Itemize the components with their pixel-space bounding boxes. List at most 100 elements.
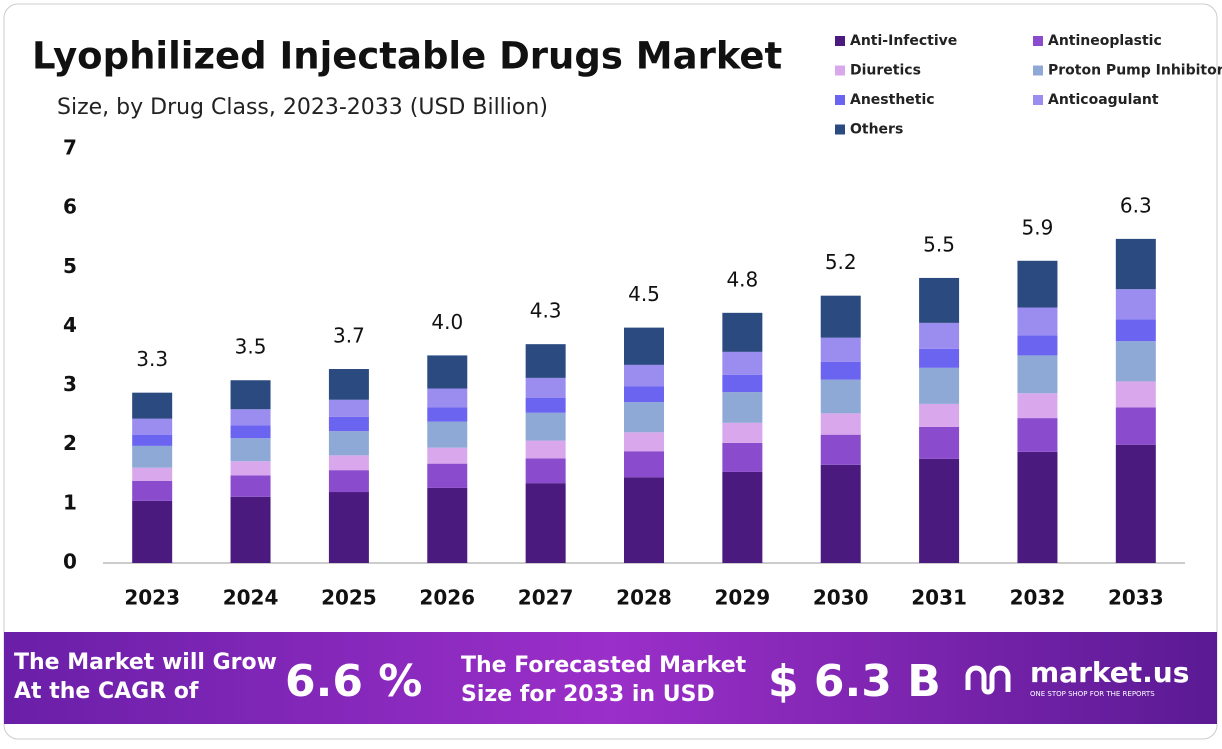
bar-segment bbox=[132, 418, 173, 435]
bar-segment bbox=[427, 487, 468, 563]
x-tick-label: 2025 bbox=[321, 586, 377, 610]
y-tick-label: 6 bbox=[63, 195, 77, 219]
bar-segment bbox=[624, 364, 664, 387]
chart-title: Lyophilized Injectable Drugs Market bbox=[32, 35, 782, 78]
bar-segment bbox=[722, 442, 763, 472]
tagline: ONE STOP SHOP FOR THE REPORTS bbox=[1030, 690, 1155, 698]
footer-text: At the CAGR of bbox=[14, 679, 199, 704]
bar-segment bbox=[132, 467, 173, 481]
bar-segment bbox=[328, 399, 369, 417]
x-tick-label: 2032 bbox=[1010, 586, 1066, 610]
bar-segment bbox=[427, 407, 468, 422]
bar-segment bbox=[525, 440, 566, 459]
legend-swatch bbox=[1033, 65, 1043, 76]
bar-segment bbox=[427, 447, 468, 464]
legend-swatch bbox=[835, 95, 845, 105]
bar-segment bbox=[525, 377, 566, 398]
bar-segment bbox=[820, 361, 861, 380]
total-label: 3.5 bbox=[235, 335, 267, 359]
legend-label: Anticoagulant bbox=[1048, 92, 1159, 108]
bar-segment bbox=[132, 434, 173, 446]
bar-segment bbox=[230, 380, 271, 410]
footer-text: The Market will Grow bbox=[14, 650, 277, 675]
bar-segment bbox=[624, 402, 664, 433]
footer-band bbox=[4, 632, 1217, 724]
bar-segment bbox=[1115, 407, 1156, 445]
bar-segment bbox=[525, 412, 566, 441]
y-tick-label: 2 bbox=[63, 431, 77, 455]
bar-segment bbox=[820, 464, 861, 563]
bar-segment bbox=[328, 416, 369, 432]
bar-segment bbox=[820, 295, 861, 338]
bar-segment bbox=[230, 475, 271, 497]
total-label: 6.3 bbox=[1120, 193, 1152, 217]
bar-segment bbox=[1017, 451, 1058, 563]
total-label: 4.0 bbox=[431, 310, 463, 334]
bar-segment bbox=[132, 445, 173, 468]
x-tick-label: 2031 bbox=[911, 586, 967, 610]
bar-segment bbox=[1017, 418, 1058, 452]
bar-segment bbox=[230, 425, 271, 439]
bar-segment bbox=[1115, 444, 1156, 563]
chart-subtitle: Size, by Drug Class, 2023-2033 (USD Bill… bbox=[57, 95, 548, 120]
legend-swatch bbox=[1033, 95, 1043, 105]
bar-segment bbox=[624, 432, 664, 452]
y-tick-label: 5 bbox=[63, 254, 77, 278]
bar-segment bbox=[820, 379, 861, 414]
bar-segment bbox=[427, 421, 468, 448]
y-tick-label: 4 bbox=[63, 313, 77, 337]
x-tick-label: 2023 bbox=[124, 586, 180, 610]
footer-value: 6.6 % bbox=[285, 656, 422, 707]
y-tick-label: 7 bbox=[63, 136, 77, 160]
bar-segment bbox=[328, 492, 369, 563]
bar-segment bbox=[1017, 393, 1058, 419]
bar-segment bbox=[230, 438, 271, 462]
bar-segment bbox=[624, 451, 664, 478]
bar-segment bbox=[624, 386, 664, 403]
bar-segment bbox=[427, 463, 468, 488]
legend-swatch bbox=[1033, 36, 1043, 46]
bar-segment bbox=[1115, 341, 1156, 382]
frame bbox=[3, 3, 1218, 740]
y-tick-label: 0 bbox=[63, 550, 77, 574]
total-label: 3.7 bbox=[333, 324, 365, 348]
bar-segment bbox=[624, 477, 664, 563]
bar-segment bbox=[1017, 355, 1058, 394]
x-tick-label: 2029 bbox=[715, 586, 771, 610]
bar-segment bbox=[1017, 307, 1058, 336]
x-tick-label: 2030 bbox=[813, 586, 869, 610]
bar-segment bbox=[722, 374, 763, 393]
bar-segment bbox=[820, 413, 861, 435]
bar-segment bbox=[919, 322, 960, 349]
total-label: 5.2 bbox=[825, 250, 857, 274]
bar-segment bbox=[1115, 238, 1156, 290]
bar-segment bbox=[1115, 319, 1156, 342]
bar-segment bbox=[328, 431, 369, 456]
total-label: 3.3 bbox=[136, 347, 168, 371]
bar-segment bbox=[919, 403, 960, 427]
bar-segment bbox=[525, 344, 566, 378]
legend-label: Diuretics bbox=[850, 63, 921, 79]
footer-text: The Forecasted Market bbox=[461, 653, 747, 678]
bar-segment bbox=[230, 461, 271, 476]
bar-segment bbox=[525, 458, 566, 484]
bar-segment bbox=[427, 355, 468, 389]
bar-segment bbox=[328, 455, 369, 471]
legend-swatch bbox=[835, 65, 845, 76]
legend-label: Anti-Infective bbox=[850, 33, 957, 49]
total-label: 5.5 bbox=[923, 232, 955, 256]
footer-text: Size for 2033 in USD bbox=[461, 682, 715, 707]
bar-segment bbox=[328, 369, 369, 400]
bar-segment bbox=[820, 434, 861, 465]
bar-segment bbox=[525, 397, 566, 413]
bar-segment bbox=[919, 348, 960, 368]
bar-segment bbox=[919, 426, 960, 459]
footer-value: $ 6.3 B bbox=[768, 656, 941, 707]
bar-segment bbox=[1115, 289, 1156, 320]
legend-swatch bbox=[835, 36, 845, 46]
x-tick-label: 2033 bbox=[1108, 586, 1164, 610]
brand: market.us bbox=[1030, 656, 1189, 689]
bar-segment bbox=[525, 483, 566, 563]
legend-label: Anesthetic bbox=[850, 92, 935, 108]
bar-segment bbox=[820, 337, 861, 362]
